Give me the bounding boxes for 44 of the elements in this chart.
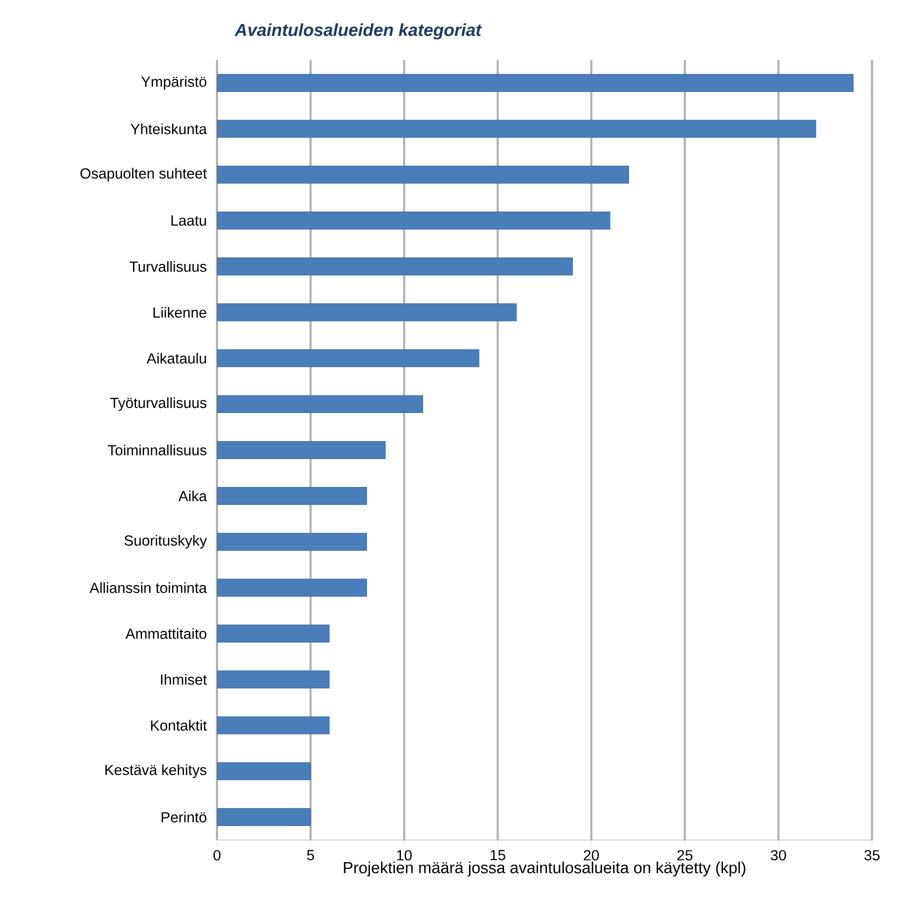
y-tick-label: Laatu [171, 215, 206, 226]
y-tick-label: Ympäristö [141, 76, 206, 90]
y-tick-label: Suorituskyky [124, 534, 207, 549]
chart-title: Avaintulosalueiden kategoriat [234, 23, 482, 40]
bar [217, 349, 480, 368]
bar [217, 258, 573, 276]
bar [217, 212, 610, 230]
y-tick-label: Aikataulu [146, 352, 206, 364]
bar [217, 624, 330, 642]
bar [217, 395, 424, 414]
y-tick-label: Yhteiskunta [130, 123, 207, 134]
x-tick-label: 25 [677, 850, 692, 860]
bar [217, 303, 517, 322]
y-tick-label: Osapuolten suhteet [80, 168, 207, 182]
y-tick-label: Allianssin toiminta [90, 582, 207, 594]
bar [217, 74, 854, 92]
bar [217, 670, 330, 688]
bar [217, 486, 367, 505]
x-tick-label: 10 [397, 850, 412, 860]
x-tick-label: 20 [584, 850, 599, 860]
x-tick-label: 30 [770, 850, 786, 860]
x-tick-label: 0 [213, 850, 220, 860]
bar [217, 808, 311, 826]
y-tick-label: Työturvallisuus [110, 397, 206, 411]
bar [217, 441, 386, 459]
y-tick-label: Liikenne [154, 306, 206, 318]
bar [217, 762, 311, 780]
y-tick-label: Ammattitaito [125, 628, 206, 639]
y-tick-label: Turvallisuus [130, 261, 206, 272]
y-tick-label: Kestävä kehitys [105, 764, 206, 778]
x-axis-title: Projektien määrä jossa avaintulosalueita on käytetty (kpl) [344, 862, 746, 877]
y-tick-label: Perintö [162, 812, 206, 822]
x-tick-label: 5 [307, 850, 314, 860]
bar [217, 532, 367, 551]
bar [217, 120, 816, 138]
y-tick-label: Ihmiset [161, 674, 207, 685]
y-tick-label: Toiminnallisuus [108, 444, 206, 456]
x-tick-label: 35 [864, 850, 880, 860]
bar [217, 166, 629, 184]
y-tick-label: Kontaktit [151, 720, 207, 731]
bar [217, 578, 367, 597]
bar [217, 716, 330, 734]
y-tick-label: Aika [178, 490, 207, 502]
x-tick-label: 15 [490, 850, 506, 860]
